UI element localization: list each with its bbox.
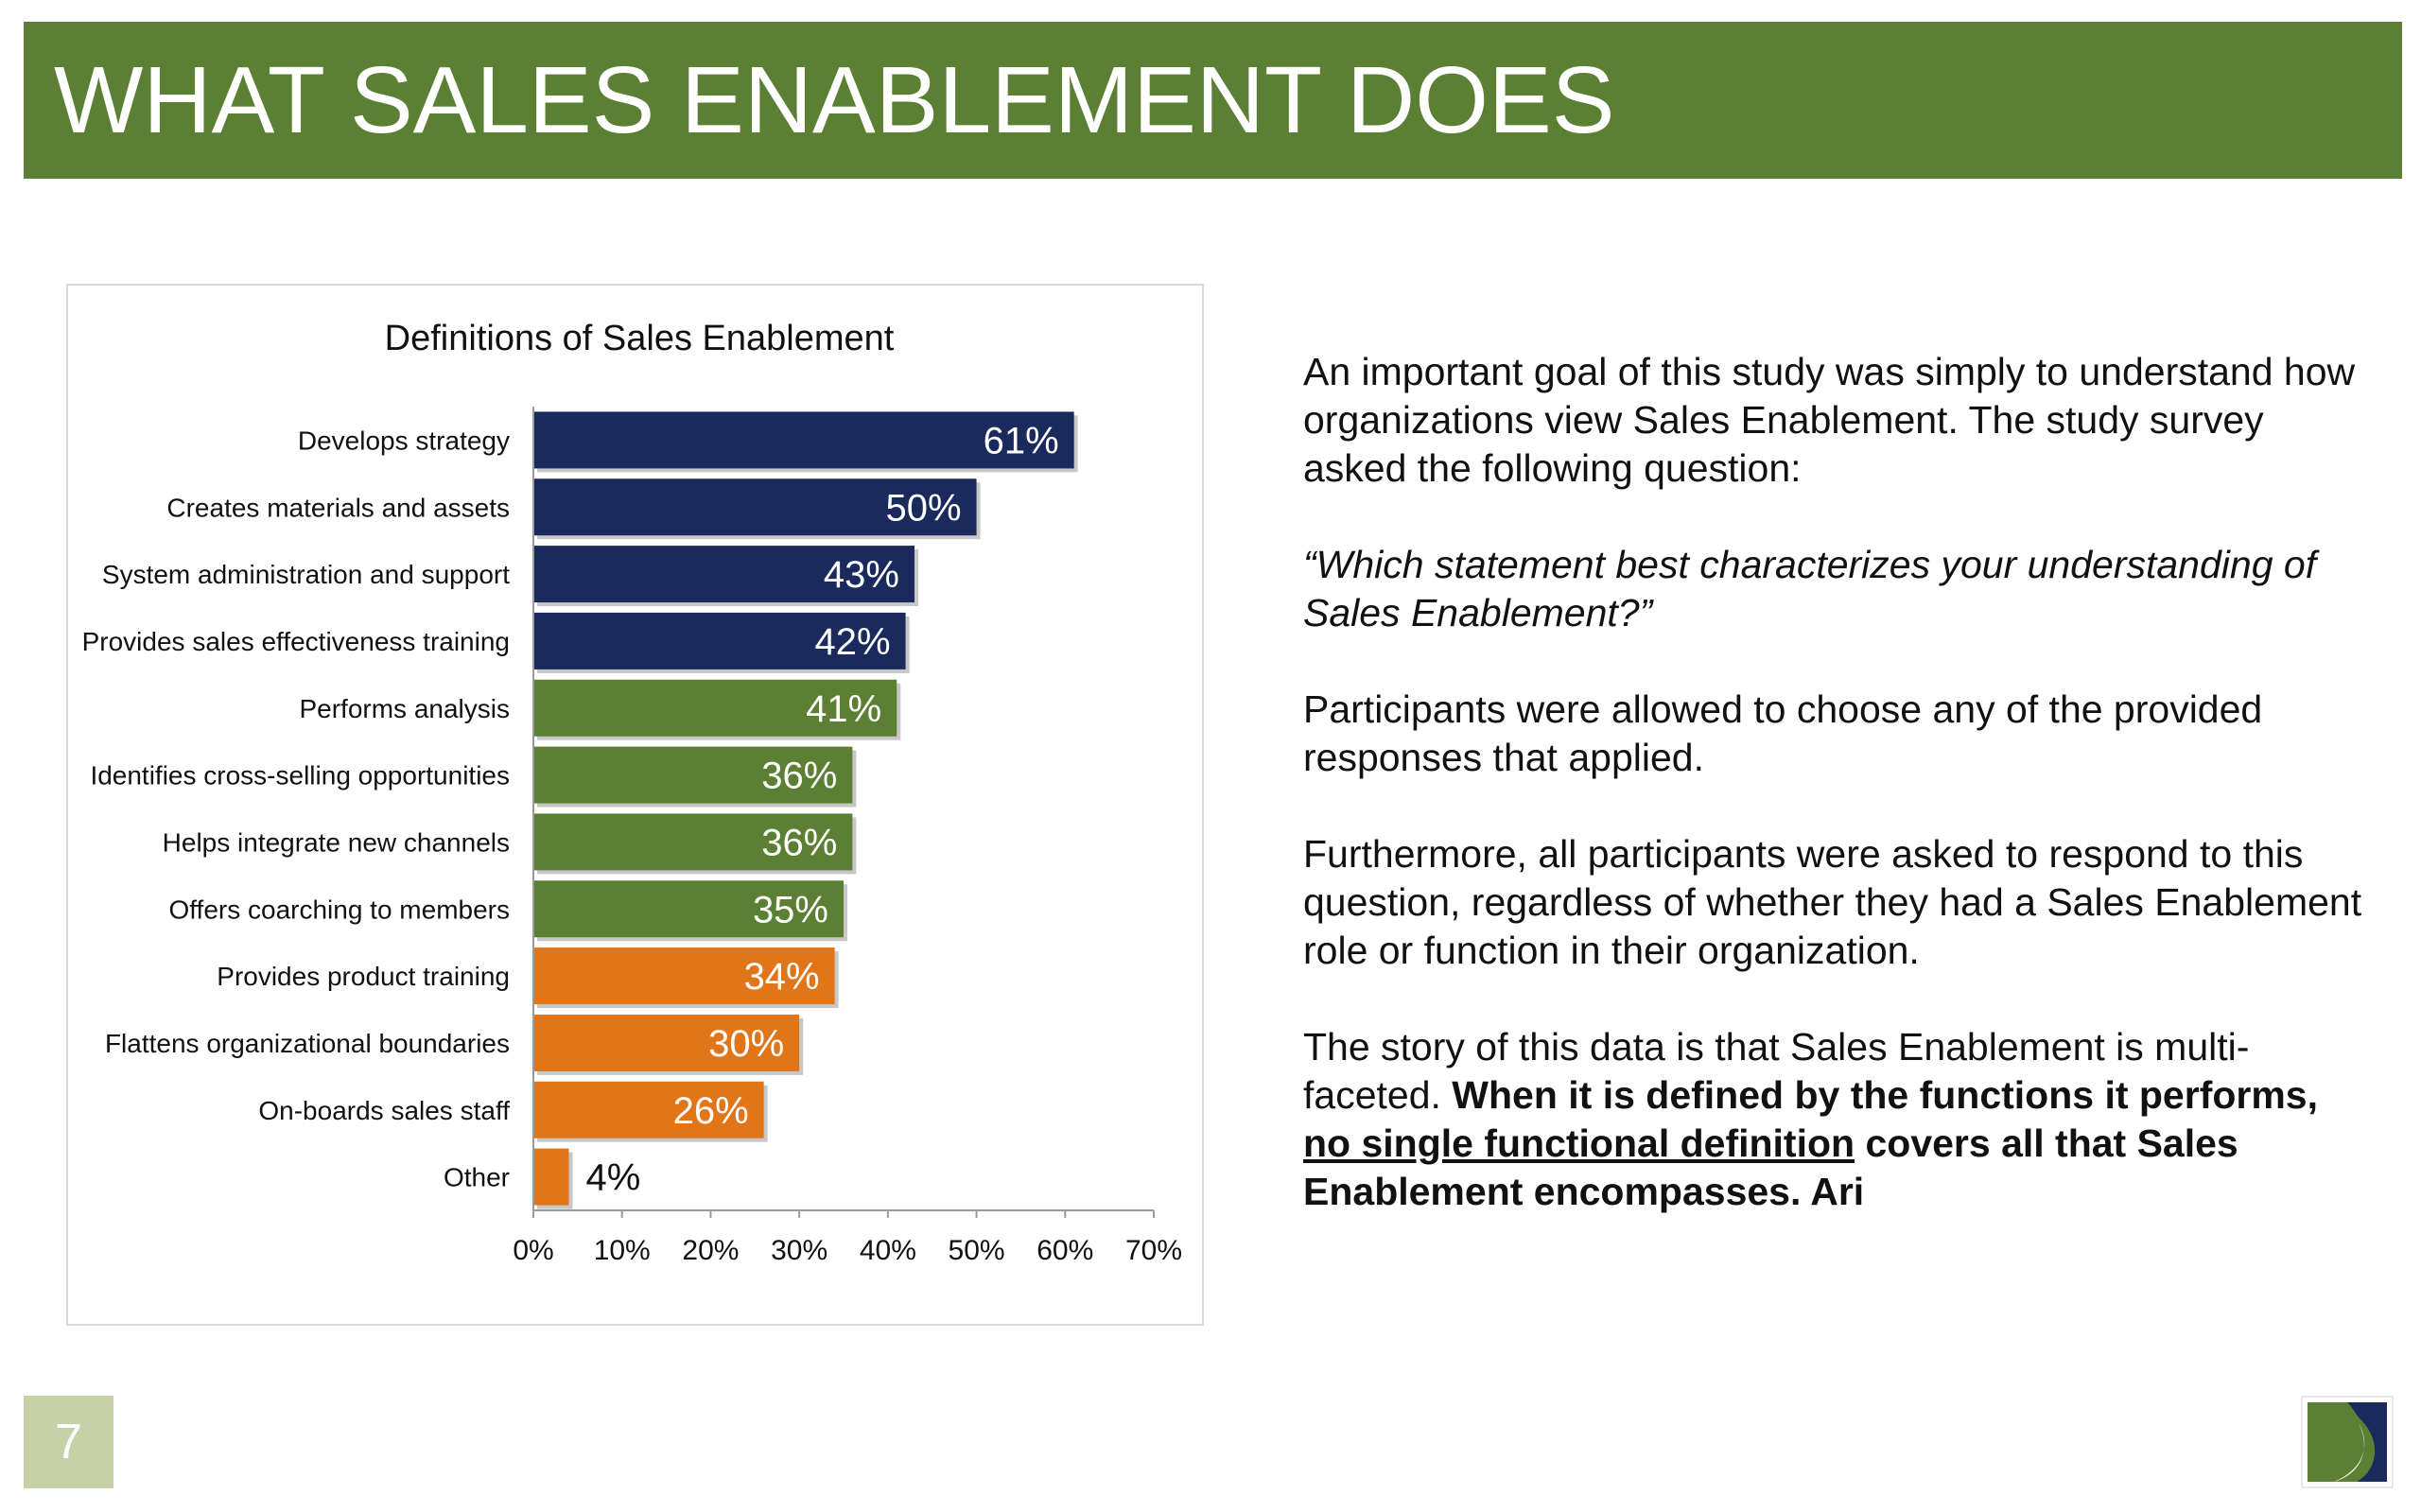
intro-paragraph: An important goal of this study was simp… (1303, 350, 2356, 490)
data-label: 34% (744, 956, 820, 998)
participants-paragraph: Participants were allowed to choose any … (1303, 687, 2263, 779)
bar (533, 1148, 569, 1206)
bar (533, 813, 853, 871)
bar (533, 411, 1074, 469)
survey-question: “Which statement best characterizes your… (1303, 543, 2317, 634)
data-label: 42% (815, 621, 891, 663)
category-label: Identifies cross-selling opportunities (90, 761, 510, 791)
category-label: On-boards sales staff (258, 1096, 510, 1125)
x-tick-label: 40% (860, 1235, 916, 1266)
chart-title: Definitions of Sales Enablement (385, 319, 895, 358)
body-text: An important goal of this study was simp… (1303, 348, 2372, 1216)
conclusion-normal-text: The story of this data is that Sales Ena… (1303, 1025, 2250, 1117)
bar (533, 1014, 800, 1071)
category-label: Provides product training (217, 962, 510, 991)
x-tick-label: 50% (949, 1235, 1005, 1266)
category-label: Creates materials and assets (166, 493, 510, 522)
bar (533, 746, 853, 804)
x-tick-label: 30% (771, 1235, 827, 1266)
bar (533, 1081, 764, 1138)
x-tick-label: 10% (594, 1235, 651, 1266)
data-label: 50% (886, 487, 962, 529)
category-label: Other (444, 1163, 510, 1192)
category-label: Develops strategy (298, 426, 510, 455)
conclusion-paragraph: The story of this data is that Sales Ena… (1303, 1023, 2372, 1216)
bar (533, 947, 835, 1005)
category-label: Helps integrate new channels (163, 827, 510, 857)
furthermore-paragraph: Furthermore, all participants were asked… (1303, 832, 2362, 972)
category-label: Offers coarching to members (168, 895, 510, 924)
x-tick-label: 20% (682, 1235, 739, 1266)
data-label: 36% (761, 756, 837, 797)
data-label: 26% (673, 1090, 749, 1132)
data-label: 36% (761, 822, 837, 863)
category-label: Flattens organizational boundaries (105, 1029, 510, 1058)
bar (533, 679, 897, 737)
category-label: Provides sales effectiveness training (82, 627, 510, 656)
x-tick-label: 60% (1036, 1235, 1093, 1266)
data-label: 41% (806, 688, 881, 730)
bar (533, 880, 844, 938)
conclusion-underlined-text: no single functional definition (1303, 1121, 1855, 1165)
bar (533, 546, 914, 603)
x-tick-label: 70% (1125, 1235, 1182, 1266)
page-number-box: 7 (24, 1396, 113, 1488)
bar (533, 612, 906, 669)
data-label: 35% (753, 889, 828, 930)
conclusion-bold-text-2: covers all that Sales Enablement encompa… (1303, 1121, 2238, 1213)
data-label: 30% (708, 1023, 784, 1065)
chart-panel: Definitions of Sales Enablement Develops… (66, 284, 1204, 1326)
category-label: System administration and support (102, 560, 510, 589)
page-number: 7 (55, 1415, 82, 1469)
bar (533, 478, 977, 536)
data-label: 43% (824, 554, 899, 596)
bar-chart: Definitions of Sales Enablement Develops… (82, 319, 1182, 1266)
title-bar: WHAT SALES ENABLEMENT DOES (24, 22, 2402, 179)
conclusion-bold-text-1: When it is defined by the functions it p… (1452, 1073, 2318, 1117)
data-label: 61% (984, 420, 1059, 461)
x-tick-label: 0% (513, 1235, 553, 1266)
company-logo (2301, 1396, 2394, 1488)
slide-title: WHAT SALES ENABLEMENT DOES (54, 47, 1615, 153)
data-label: 4% (585, 1157, 640, 1199)
category-label: Performs analysis (299, 694, 510, 723)
